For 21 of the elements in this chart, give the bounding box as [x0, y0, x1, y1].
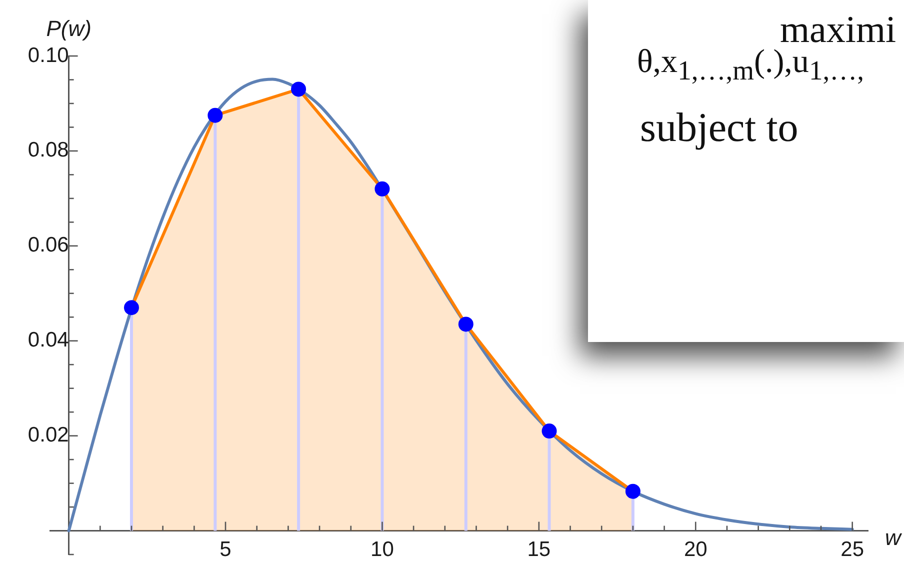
y-tick-label: 0.08	[28, 138, 69, 162]
text-panel: maximi θ,x$_{1,…,m}$(.),u$_{1,…,}$ subject to	[588, 0, 904, 342]
point	[124, 300, 139, 316]
x-tick-label: 5	[220, 538, 232, 562]
point	[291, 82, 306, 97]
point	[625, 484, 640, 499]
y-tick-label: 0.10	[28, 44, 69, 67]
point	[208, 108, 223, 123]
y-tick-label: 0.02	[28, 424, 69, 447]
annotation: θ,x$_{1,…,m}$(.),u$_{1,…,}$	[637, 44, 864, 86]
y-tick-label: 0.06	[28, 234, 69, 257]
point	[458, 316, 474, 332]
x-tick-label: 10	[370, 538, 394, 562]
x-tick-label: 25	[840, 538, 864, 562]
point	[374, 181, 390, 196]
x-axis-title: w	[885, 524, 903, 550]
annotation: subject to	[640, 104, 798, 150]
x-tick-label: 20	[684, 538, 708, 562]
x-tick-label: 15	[527, 538, 551, 562]
y-axis-title: P(w)	[46, 16, 92, 41]
point	[542, 424, 557, 439]
